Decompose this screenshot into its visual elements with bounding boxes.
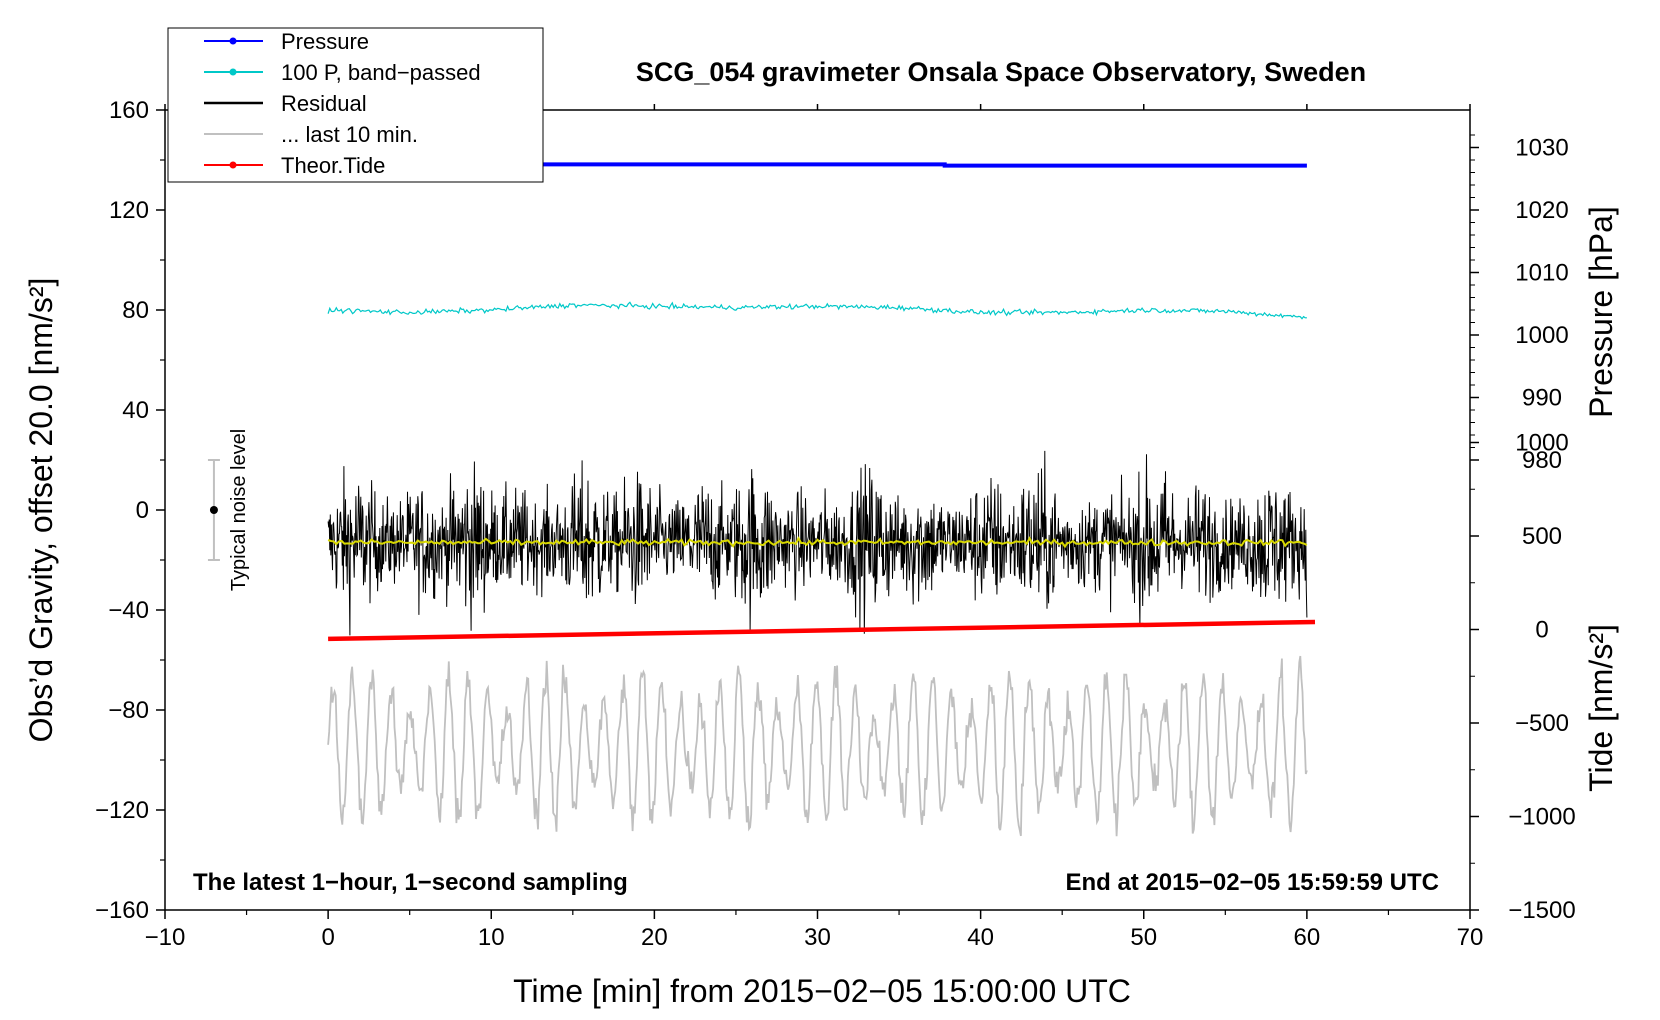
annotation-sampling: The latest 1−hour, 1−second sampling xyxy=(193,869,628,896)
legend-label: 100 P, band−passed xyxy=(281,60,481,85)
chart-title: SCG_054 gravimeter Onsala Space Observat… xyxy=(636,57,1366,87)
x-axis-title: Time [min] from 2015−02−05 15:00:00 UTC xyxy=(513,973,1131,1009)
y-left-tick-label: 40 xyxy=(122,397,149,424)
y-left-tick-label: −40 xyxy=(108,597,149,624)
legend-marker xyxy=(229,161,237,169)
tide-tick-label: −1000 xyxy=(1508,804,1575,831)
y-left-tick-label: −80 xyxy=(108,697,149,724)
y-axis-pressure-title: Pressure [hPa] xyxy=(1583,206,1619,418)
series-theoretical-tide xyxy=(328,619,1316,642)
noise-label: Typical noise level xyxy=(228,429,250,591)
y-axis-left-title: Obs’d Gravity, offset 20.0 [nm/s²] xyxy=(23,278,59,743)
y-left-tick-label: 120 xyxy=(109,197,149,224)
legend-label: ... last 10 min. xyxy=(281,122,418,147)
noise-marker: Typical noise level xyxy=(207,429,250,591)
y-axis-tide-title: Tide [nm/s²] xyxy=(1583,624,1619,792)
series-residual xyxy=(327,450,1308,636)
y-left-tick-label: 160 xyxy=(109,97,149,124)
x-tick-label: 10 xyxy=(478,924,505,951)
x-tick-label: 60 xyxy=(1294,924,1321,951)
series-residual-smoothed xyxy=(327,536,1308,549)
y-left-tick-label: −160 xyxy=(95,897,149,924)
x-tick-label: 40 xyxy=(967,924,994,951)
pressure-tick-label: 980 xyxy=(1522,447,1562,474)
x-tick-label: 20 xyxy=(641,924,668,951)
pressure-tick-label: 1030 xyxy=(1515,135,1568,162)
pressure-tick-label: 990 xyxy=(1522,385,1562,412)
pressure-tick-label: 1020 xyxy=(1515,197,1568,224)
tide-tick-label: 0 xyxy=(1535,617,1548,644)
legend-marker xyxy=(229,37,237,45)
series-last-10-min xyxy=(327,655,1308,837)
x-tick-label: 50 xyxy=(1130,924,1157,951)
tide-tick-label: 500 xyxy=(1522,523,1562,550)
ticks-layer: −10 0 10 20 30 40 50 60 7016012080400−40−80−120−… xyxy=(95,97,1576,951)
x-tick-label: −10 xyxy=(145,924,186,951)
legend-marker xyxy=(229,68,237,76)
x-tick-label: 70 xyxy=(1457,924,1484,951)
legend-box xyxy=(167,27,544,183)
series-band-passed-pressure xyxy=(327,301,1307,320)
pressure-tick-label: 1010 xyxy=(1515,260,1568,287)
y-left-tick-label: −120 xyxy=(95,797,149,824)
x-tick-label: 0 xyxy=(321,924,334,951)
legend-label: Residual xyxy=(281,91,367,116)
noise-center-dot xyxy=(209,506,218,514)
pressure-tick-label: 1000 xyxy=(1515,322,1568,349)
series-layer xyxy=(327,162,1316,837)
series-pressure xyxy=(328,162,1307,168)
y-left-tick-label: 0 xyxy=(136,497,149,524)
legend-label: Theor.Tide xyxy=(281,153,385,178)
tide-tick-label: −500 xyxy=(1515,710,1569,737)
x-tick-label: 30 xyxy=(804,924,831,951)
tide-tick-label: −1500 xyxy=(1508,897,1575,924)
annotation-end-time: End at 2015−02−05 15:59:59 UTC xyxy=(1065,869,1439,896)
legend-label: Pressure xyxy=(281,29,369,54)
tide-tick-label: 1000 xyxy=(1515,430,1568,457)
y-left-tick-label: 80 xyxy=(122,297,149,324)
legend: Pressure 100 P, band−passed Residual ... la… xyxy=(167,27,544,183)
